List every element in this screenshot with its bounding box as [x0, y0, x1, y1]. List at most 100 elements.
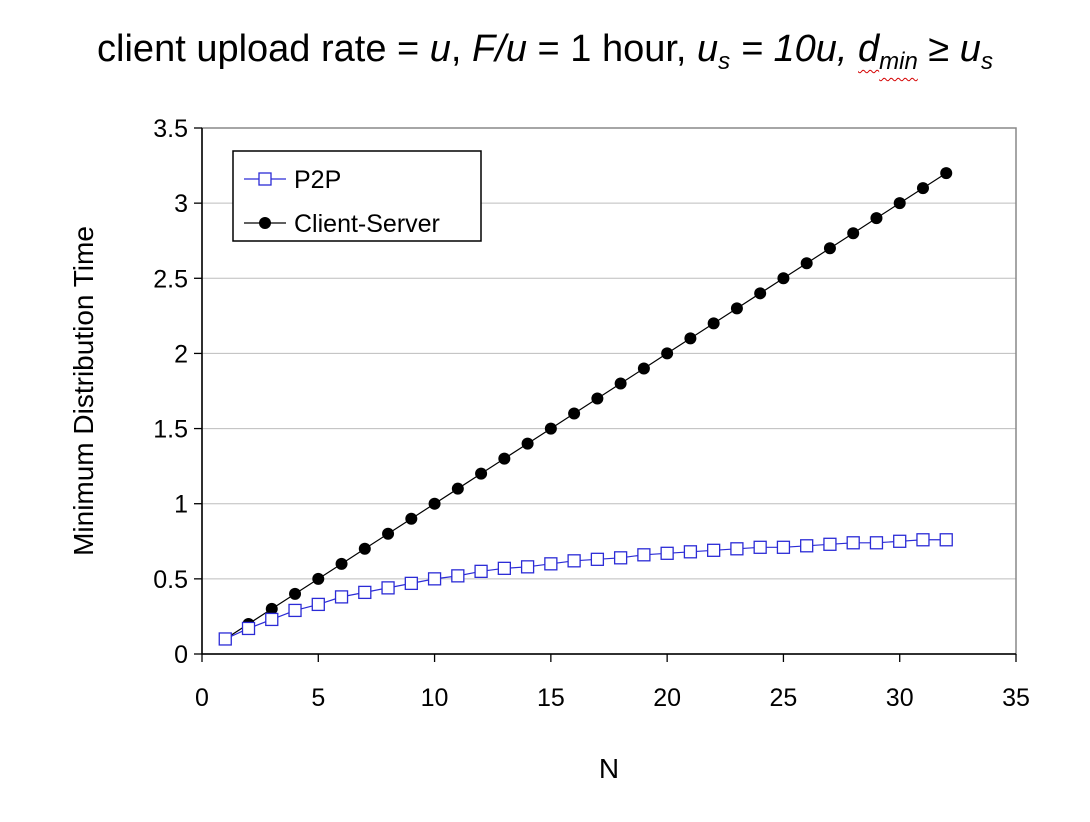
- data-point-client-server: [661, 347, 674, 360]
- data-point-client-server: [382, 527, 395, 540]
- data-point-client-server: [521, 437, 534, 450]
- data-point-p2p: [288, 603, 302, 618]
- legend-p2p-marker: [258, 172, 272, 186]
- data-point-p2p: [427, 572, 442, 586]
- data-point-p2p: [893, 534, 907, 548]
- data-point-client-server: [754, 287, 767, 300]
- data-point-p2p: [497, 561, 511, 575]
- data-point-client-server: [847, 227, 860, 240]
- x-tick-label: 10: [421, 684, 449, 712]
- legend-client-server-marker: [259, 217, 271, 229]
- series-line-client-server: [224, 172, 947, 640]
- data-point-p2p: [241, 621, 256, 636]
- y-tick-label: 3: [174, 190, 188, 218]
- y-tick-label: 0.5: [153, 566, 188, 594]
- title-us: us = 10u,: [697, 28, 858, 75]
- x-tick-label: 15: [537, 684, 565, 712]
- legend: P2P Client-Server: [232, 150, 482, 242]
- data-point-client-server: [800, 257, 813, 270]
- axes: 0 0.5 1 1.5 2 2.5 3 3.5 0 5 10 15 20 25 30 35: [153, 115, 1030, 712]
- title-f-value: = 1 hour,: [526, 28, 698, 70]
- data-point-client-server: [405, 512, 418, 525]
- data-point-p2p: [869, 536, 884, 550]
- data-point-client-server: [916, 182, 929, 195]
- data-point-client-server: [544, 422, 557, 435]
- x-tick-label: 0: [195, 684, 209, 712]
- data-point-p2p: [567, 554, 581, 568]
- data-point-client-server: [893, 197, 906, 210]
- data-point-client-server: [591, 392, 604, 405]
- title-ge: ≥: [917, 28, 960, 70]
- title-dmin: dmin: [858, 28, 918, 75]
- data-point-client-server: [870, 212, 883, 225]
- data-point-client-server: [335, 557, 348, 570]
- data-point-client-server: [730, 302, 743, 315]
- data-point-client-server: [498, 452, 511, 465]
- y-tick-label: 2: [174, 340, 188, 368]
- legend-client-server-label: Client-Server: [294, 210, 440, 238]
- data-point-client-server: [475, 467, 488, 480]
- data-point-client-server: [637, 362, 650, 375]
- data-point-p2p: [707, 543, 721, 557]
- data-point-p2p: [311, 597, 325, 612]
- data-point-client-server: [823, 242, 836, 255]
- data-point-p2p: [358, 585, 372, 600]
- data-point-p2p: [613, 551, 628, 565]
- data-point-p2p: [939, 533, 953, 547]
- data-point-p2p: [334, 590, 349, 604]
- title-us2: us: [959, 28, 993, 75]
- data-point-p2p: [730, 542, 744, 556]
- data-point-client-server: [568, 407, 581, 420]
- data-point-p2p: [753, 540, 767, 554]
- y-axis-label: Minimum Distribution Time: [68, 226, 99, 556]
- data-point-p2p: [916, 533, 930, 547]
- data-point-client-server: [707, 317, 720, 330]
- data-point-p2p: [381, 581, 395, 595]
- x-tick-label: 5: [311, 684, 325, 712]
- title-f-over-u: F/u: [472, 28, 527, 70]
- y-tick-label: 3.5: [153, 115, 188, 143]
- x-tick-label: 30: [886, 684, 914, 712]
- data-point-p2p: [683, 545, 698, 559]
- data-point-p2p: [590, 552, 605, 566]
- data-point-p2p: [637, 548, 651, 562]
- title-u: u: [429, 28, 451, 70]
- data-point-p2p: [218, 632, 232, 646]
- title-sep: ,: [450, 28, 473, 70]
- data-point-p2p: [660, 546, 674, 560]
- y-tick-label: 1.5: [153, 416, 188, 444]
- y-tick-label: 2.5: [153, 265, 188, 293]
- data-point-client-server: [451, 482, 464, 495]
- data-point-p2p: [404, 576, 418, 591]
- data-point-client-server: [428, 497, 441, 510]
- legend-box: [232, 150, 482, 242]
- data-point-p2p: [544, 557, 558, 571]
- y-tick-label: 0: [174, 641, 188, 669]
- data-point-p2p: [520, 560, 535, 574]
- title-prefix: client upload rate =: [97, 28, 430, 70]
- chart-title: client upload rate = u, F/u = 1 hour, us…: [0, 28, 1090, 76]
- data-point-p2p: [474, 564, 488, 578]
- data-point-client-server: [265, 602, 278, 615]
- data-point-p2p: [265, 612, 279, 627]
- data-point-p2p: [800, 539, 814, 553]
- data-point-p2p: [846, 536, 860, 550]
- data-point-client-server: [684, 332, 697, 345]
- data-point-p2p: [776, 540, 791, 554]
- data-point-p2p: [823, 537, 837, 551]
- data-point-client-server: [614, 377, 627, 390]
- data-point-p2p: [451, 569, 465, 583]
- data-point-client-server: [940, 167, 953, 180]
- x-tick-label: 20: [653, 684, 681, 712]
- legend-p2p-label: P2P: [294, 166, 341, 194]
- x-tick-label: 25: [770, 684, 798, 712]
- data-point-client-server: [312, 572, 325, 585]
- data-point-client-server: [777, 272, 790, 285]
- data-point-client-server: [358, 542, 371, 555]
- data-point-client-server: [289, 587, 302, 600]
- series-line-p2p: [225, 539, 947, 640]
- series-layer: [218, 167, 953, 646]
- y-tick-label: 1: [174, 491, 188, 519]
- x-tick-label: 35: [1002, 684, 1030, 712]
